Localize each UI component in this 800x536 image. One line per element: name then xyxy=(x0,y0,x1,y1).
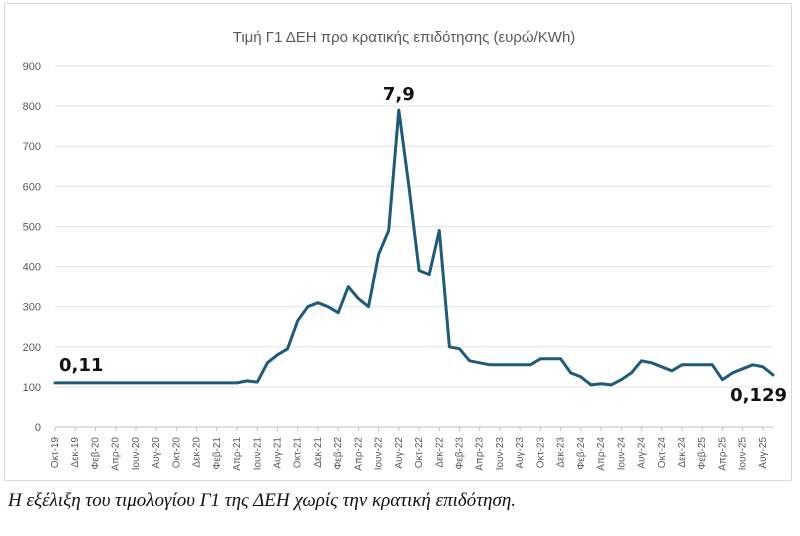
x-tick-label: Δεκ-24 xyxy=(677,437,688,468)
x-tick-label: Οκτ-24 xyxy=(657,437,668,469)
y-tick-label: 500 xyxy=(23,221,41,233)
x-tick-label: Φεβ-24 xyxy=(576,437,587,470)
data-label: 0,11 xyxy=(59,355,103,376)
x-tick-label: Δεκ-23 xyxy=(556,437,567,468)
chart-frame: Τιμή Γ1 ΔΕΗ προ κρατικής επιδότησης (ευρ… xyxy=(4,3,792,481)
x-tick-label: Ιουν-22 xyxy=(374,437,385,471)
data-label: 0,129 xyxy=(730,385,787,406)
x-tick-label: Ιουν-24 xyxy=(616,437,627,471)
y-tick-label: 200 xyxy=(23,342,41,354)
series-line xyxy=(53,108,775,387)
x-tick-label: Αυγ-21 xyxy=(272,437,283,469)
y-tick-label: 600 xyxy=(23,181,41,193)
x-tick-label: Δεκ-21 xyxy=(313,437,324,468)
y-tick-label: 400 xyxy=(23,262,41,274)
x-tick-label: Ιουν-21 xyxy=(252,437,263,471)
x-tick-label: Φεβ-23 xyxy=(455,437,466,470)
y-tick-label: 0 xyxy=(35,422,41,434)
x-tick-label: Φεβ-22 xyxy=(333,437,344,470)
x-tick-label: Αυγ-25 xyxy=(758,437,769,469)
x-tick-label: Αυγ-24 xyxy=(637,437,648,469)
x-tick-label: Απρ-21 xyxy=(232,437,243,471)
y-tick-label: 700 xyxy=(23,141,41,153)
data-label: 7,9 xyxy=(383,84,415,105)
x-tick-label: Απρ-24 xyxy=(596,437,607,471)
x-tick-label: Δεκ-19 xyxy=(70,437,81,468)
x-tick-label: Απρ-23 xyxy=(475,437,486,471)
x-tick-label: Δεκ-22 xyxy=(434,437,445,468)
x-tick-label: Φεβ-25 xyxy=(697,437,708,470)
figure-caption: Η εξέλιξη του τιμολογίου Γ1 της ΔΕΗ χωρί… xyxy=(8,490,516,511)
y-tick-label: 100 xyxy=(23,382,41,394)
x-tick-label: Φεβ-20 xyxy=(90,437,101,470)
x-tick-label: Ιουν-23 xyxy=(495,437,506,471)
y-tick-label: 900 xyxy=(23,61,41,73)
y-tick-label: 800 xyxy=(23,101,41,113)
x-tick-label: Οκτ-19 xyxy=(50,437,61,469)
x-tick-label: Ιουν-20 xyxy=(131,437,142,471)
x-tick-label: Απρ-20 xyxy=(111,437,122,471)
chart-title: Τιμή Γ1 ΔΕΗ προ κρατικής επιδότησης (ευρ… xyxy=(233,29,576,46)
x-tick-label: Οκτ-22 xyxy=(414,437,425,469)
x-tick-label: Απρ-25 xyxy=(717,437,728,471)
x-tick-label: Φεβ-21 xyxy=(212,437,223,470)
x-tick-label: Οκτ-21 xyxy=(293,437,304,469)
y-tick-label: 300 xyxy=(23,302,41,314)
x-tick-label: Οκτ-23 xyxy=(535,437,546,469)
x-tick-label: Αυγ-20 xyxy=(151,437,162,469)
x-tick-label: Απρ-22 xyxy=(353,437,364,471)
x-tick-label: Ιουν-25 xyxy=(738,437,749,471)
x-tick-label: Αυγ-23 xyxy=(515,437,526,469)
x-tick-label: Δεκ-20 xyxy=(192,437,203,468)
x-tick-label: Αυγ-22 xyxy=(394,437,405,469)
x-tick-label: Οκτ-20 xyxy=(171,437,182,469)
line-chart: Τιμή Γ1 ΔΕΗ προ κρατικής επιδότησης (ευρ… xyxy=(23,29,787,471)
